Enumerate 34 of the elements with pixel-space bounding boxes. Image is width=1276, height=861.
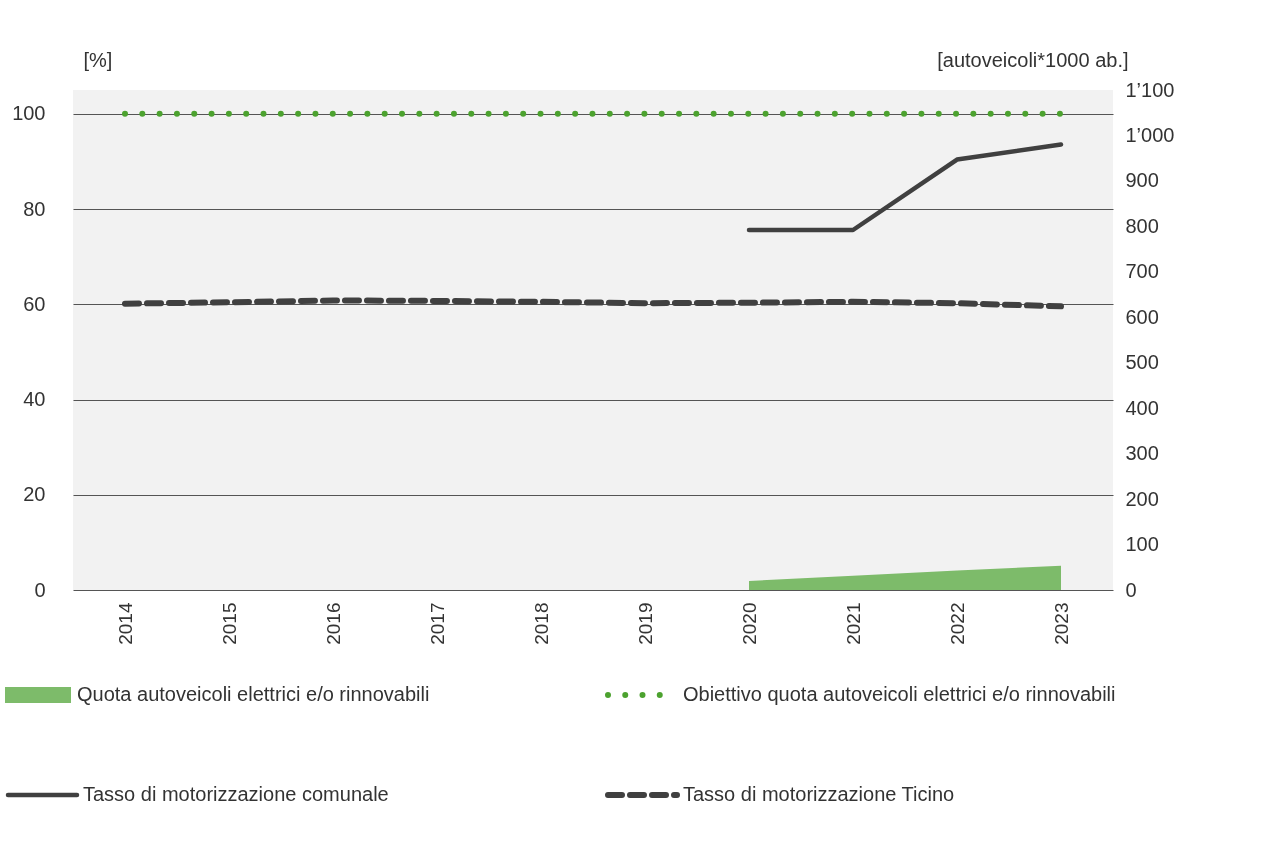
y2-tick-label: 400 (1125, 396, 1159, 419)
y-tick-label: 0 (34, 578, 46, 601)
x-tick-label: 2019 (634, 602, 656, 645)
y-tick-label: 60 (23, 292, 46, 315)
y2-tick-label: 200 (1125, 487, 1159, 510)
y2-tick-label: 0 (1125, 578, 1137, 601)
x-tick-label: 2021 (842, 602, 864, 645)
y2-tick-label: 900 (1125, 169, 1159, 192)
legend-label: Tasso di motorizzazione Ticino (683, 783, 955, 805)
x-tick-label: 2016 (322, 602, 344, 645)
y-tick-label: 20 (23, 483, 46, 506)
y-axis-title: [%] (83, 48, 113, 71)
y2-tick-label: 700 (1125, 260, 1159, 283)
x-tick-label: 2015 (218, 602, 240, 645)
legend-label: Obiettivo quota autoveicoli elettrici e/o rinnovabili (683, 683, 1116, 705)
y2-tick-label: 1’100 (1125, 78, 1175, 101)
y2-tick-label: 1’000 (1125, 123, 1175, 146)
y2-tick-label: 300 (1125, 442, 1159, 465)
y2-axis-title: [autoveicoli*1000 ab.] (937, 48, 1129, 71)
x-tick-label: 2014 (114, 602, 136, 645)
legend-label: Tasso di motorizzazione comunale (83, 783, 389, 805)
x-tick-label: 2023 (1050, 602, 1072, 645)
y2-tick-label: 100 (1125, 533, 1159, 556)
y-tick-label: 80 (23, 197, 46, 220)
y2-tick-label: 600 (1125, 305, 1159, 328)
y2-tick-label: 500 (1125, 351, 1159, 374)
x-tick-label: 2020 (738, 602, 760, 645)
legend-label: Quota autoveicoli elettrici e/o rinnovabili (77, 683, 430, 705)
x-tick-label: 2022 (946, 602, 968, 645)
x-tick-label: 2018 (530, 602, 552, 645)
y-tick-label: 40 (23, 388, 46, 411)
x-tick-label: 2017 (426, 602, 448, 645)
y-tick-label: 100 (12, 102, 46, 125)
y2-tick-label: 800 (1125, 214, 1159, 237)
